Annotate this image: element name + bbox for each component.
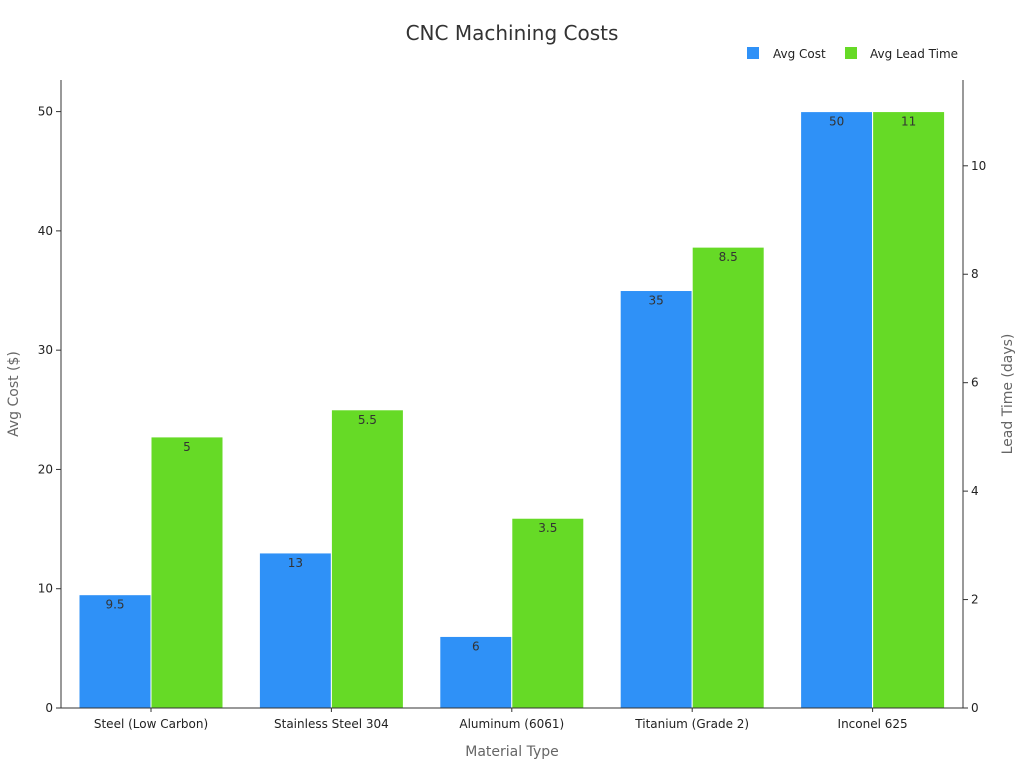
legend: Avg Cost Avg Lead Time [747,47,958,61]
x-tick-label-aluminum-6061: Aluminum (6061) [459,717,564,731]
bar-avg-lead-time-aluminum-6061 [511,517,585,709]
left-y-tick-label-5: 50 [38,105,53,119]
left-y-tick-label-3: 30 [38,343,53,357]
legend-label-avg-lead-time: Avg Lead Time [870,47,958,61]
bar-avg-lead-time-steel-low-carbon [150,436,224,709]
legend-swatch-avg-lead-time [845,47,857,59]
right-y-tick-label-4: 8 [971,267,979,281]
x-tick-label-inconel-625: Inconel 625 [838,717,908,731]
data-label-avg-cost-inconel-625: 50 [829,115,844,129]
right-y-tick-label-5: 10 [971,159,986,173]
bar-avg-cost-aluminum-6061 [439,635,513,709]
data-label-avg-lead-time-inconel-625: 11 [901,115,916,129]
chart-title: CNC Machining Costs [406,21,619,45]
data-label-avg-lead-time-aluminum-6061: 3.5 [538,521,557,535]
bar-avg-lead-time-inconel-625 [872,111,946,709]
data-label-avg-cost-stainless-steel-304: 13 [288,556,303,570]
left-y-ticks: 0 10 20 30 40 50 [38,105,61,715]
right-y-tick-label-2: 4 [971,484,979,498]
bar-avg-cost-inconel-625 [800,111,874,709]
data-label-avg-cost-steel-low-carbon: 9.5 [105,598,124,612]
x-axis-title: Material Type [465,744,558,760]
right-y-axis-title: Lead Time (days) [1000,334,1016,455]
bar-avg-lead-time-titanium-grade-2 [691,246,765,709]
data-label-avg-lead-time-stainless-steel-304: 5.5 [358,413,377,427]
data-label-avg-lead-time-titanium-grade-2: 8.5 [719,250,738,264]
legend-label-avg-cost: Avg Cost [773,47,826,61]
left-y-tick-label-4: 40 [38,224,53,238]
left-y-tick-label-0: 0 [45,701,53,715]
data-label-avg-cost-aluminum-6061: 6 [472,639,480,653]
bar-avg-lead-time-stainless-steel-304 [330,409,404,709]
left-y-axis-title: Avg Cost ($) [6,351,22,437]
bar-avg-cost-stainless-steel-304 [258,552,332,709]
bar-avg-cost-steel-low-carbon [78,594,152,709]
left-y-tick-label-2: 20 [38,462,53,476]
x-tick-label-stainless-steel-304: Stainless Steel 304 [274,717,389,731]
bars-layer [78,111,946,709]
x-ticks: Steel (Low Carbon) Stainless Steel 304 Alu… [94,708,908,731]
right-y-tick-label-1: 2 [971,593,979,607]
bar-avg-cost-titanium-grade-2 [619,290,693,709]
x-tick-label-steel-low-carbon: Steel (Low Carbon) [94,717,208,731]
data-labels-layer: 9.5 5 13 5.5 6 3.5 35 8.5 50 11 [105,115,916,654]
x-tick-label-titanium-grade-2: Titanium (Grade 2) [634,717,749,731]
legend-swatch-avg-cost [747,47,759,59]
data-label-avg-lead-time-steel-low-carbon: 5 [183,440,191,454]
data-label-avg-cost-titanium-grade-2: 35 [649,294,664,308]
right-y-tick-label-3: 6 [971,376,979,390]
right-y-tick-label-0: 0 [971,701,979,715]
left-y-tick-label-1: 10 [38,582,53,596]
right-y-ticks: 0 2 4 6 8 10 [963,159,986,715]
